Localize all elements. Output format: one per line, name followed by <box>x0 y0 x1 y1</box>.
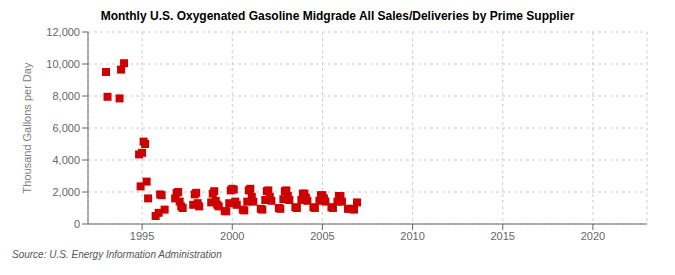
svg-text:12,000: 12,000 <box>46 26 80 38</box>
html-text:Source: U.S. Energy Informatio: Source: U.S. Energy Information Administ… <box>12 249 222 260</box>
svg-text:2015: 2015 <box>490 230 514 242</box>
svg-text:1995: 1995 <box>130 230 154 242</box>
svg-text:4,000: 4,000 <box>52 154 80 166</box>
svg-text:2010: 2010 <box>400 230 424 242</box>
html-text:Monthly U.S. Oxygenated Gasoli: Monthly U.S. Oxygenated Gasoline Midgrad… <box>100 9 575 23</box>
svg-text:8,000: 8,000 <box>52 90 80 102</box>
svg-text:Thousand Gallons per Day: Thousand Gallons per Day <box>21 62 33 193</box>
svg-text:2000: 2000 <box>220 230 244 242</box>
svg-text:2020: 2020 <box>581 230 605 242</box>
svg-text:0: 0 <box>74 218 80 230</box>
svg-text:6,000: 6,000 <box>52 122 80 134</box>
svg-text:2,000: 2,000 <box>52 186 80 198</box>
svg-text:2005: 2005 <box>310 230 334 242</box>
svg-text:10,000: 10,000 <box>46 58 80 70</box>
